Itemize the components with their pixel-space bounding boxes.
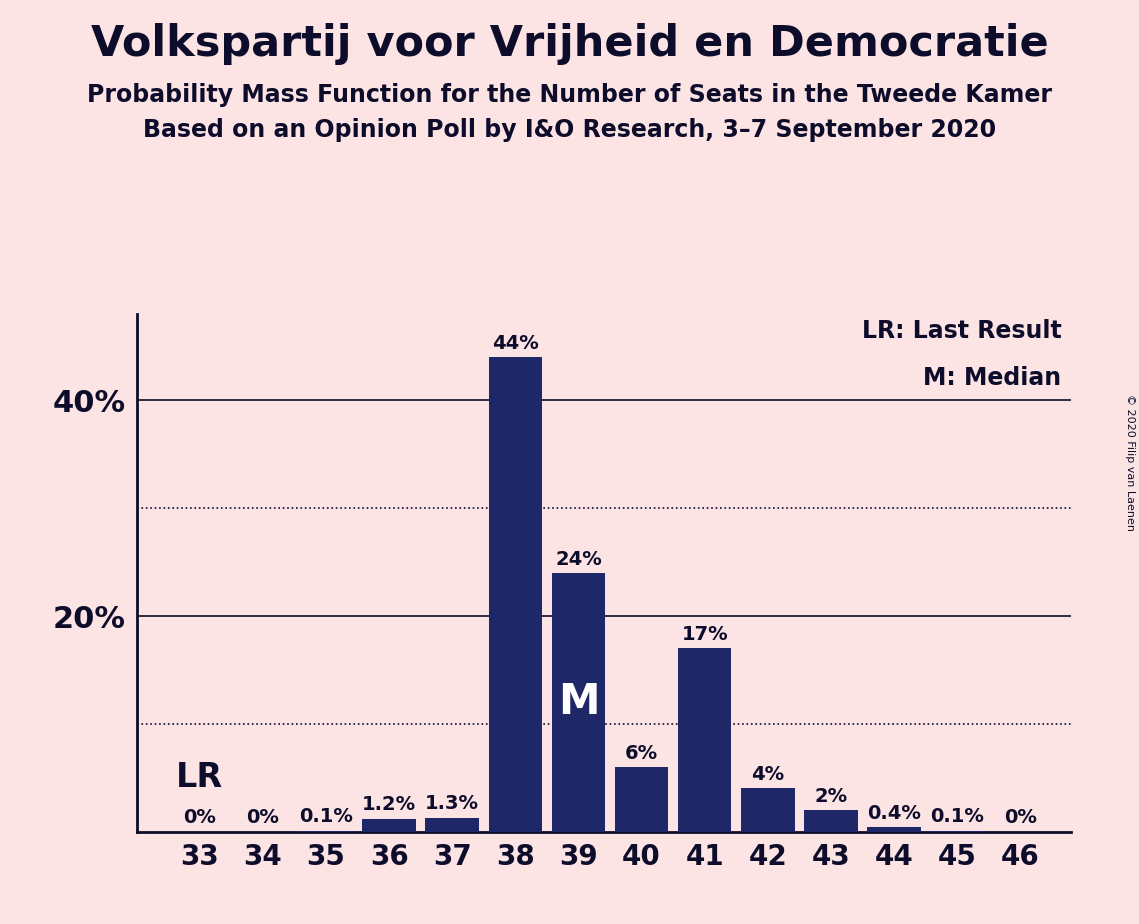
Bar [931,831,984,832]
Text: 0%: 0% [246,808,279,827]
Text: © 2020 Filip van Laenen: © 2020 Filip van Laenen [1125,394,1134,530]
Text: Volkspartij voor Vrijheid en Democratie: Volkspartij voor Vrijheid en Democratie [91,23,1048,65]
Text: LR: LR [177,760,223,794]
Text: 24%: 24% [555,550,601,568]
Text: 6%: 6% [625,744,658,762]
Text: M: M [558,681,599,723]
Text: LR: Last Result: LR: Last Result [861,320,1062,344]
Text: 0%: 0% [1003,808,1036,827]
Bar [867,827,920,832]
Text: 0.1%: 0.1% [300,808,353,826]
Bar [551,573,605,832]
Text: 2%: 2% [814,786,847,806]
Bar [615,767,669,832]
Text: 0.4%: 0.4% [867,804,921,823]
Bar [489,358,542,832]
Text: 0%: 0% [183,808,216,827]
Text: M: Median: M: Median [924,366,1062,390]
Bar [804,810,858,832]
Text: 44%: 44% [492,334,539,353]
Text: 1.2%: 1.2% [362,796,416,814]
Bar [741,788,795,832]
Bar [300,831,353,832]
Bar [362,819,416,832]
Text: Based on an Opinion Poll by I&O Research, 3–7 September 2020: Based on an Opinion Poll by I&O Research… [142,118,997,142]
Text: 4%: 4% [752,765,785,784]
Text: 17%: 17% [681,625,728,644]
Text: 0.1%: 0.1% [931,808,984,826]
Text: Probability Mass Function for the Number of Seats in the Tweede Kamer: Probability Mass Function for the Number… [87,83,1052,107]
Text: 1.3%: 1.3% [425,795,480,813]
Bar [678,649,731,832]
Bar [425,818,480,832]
